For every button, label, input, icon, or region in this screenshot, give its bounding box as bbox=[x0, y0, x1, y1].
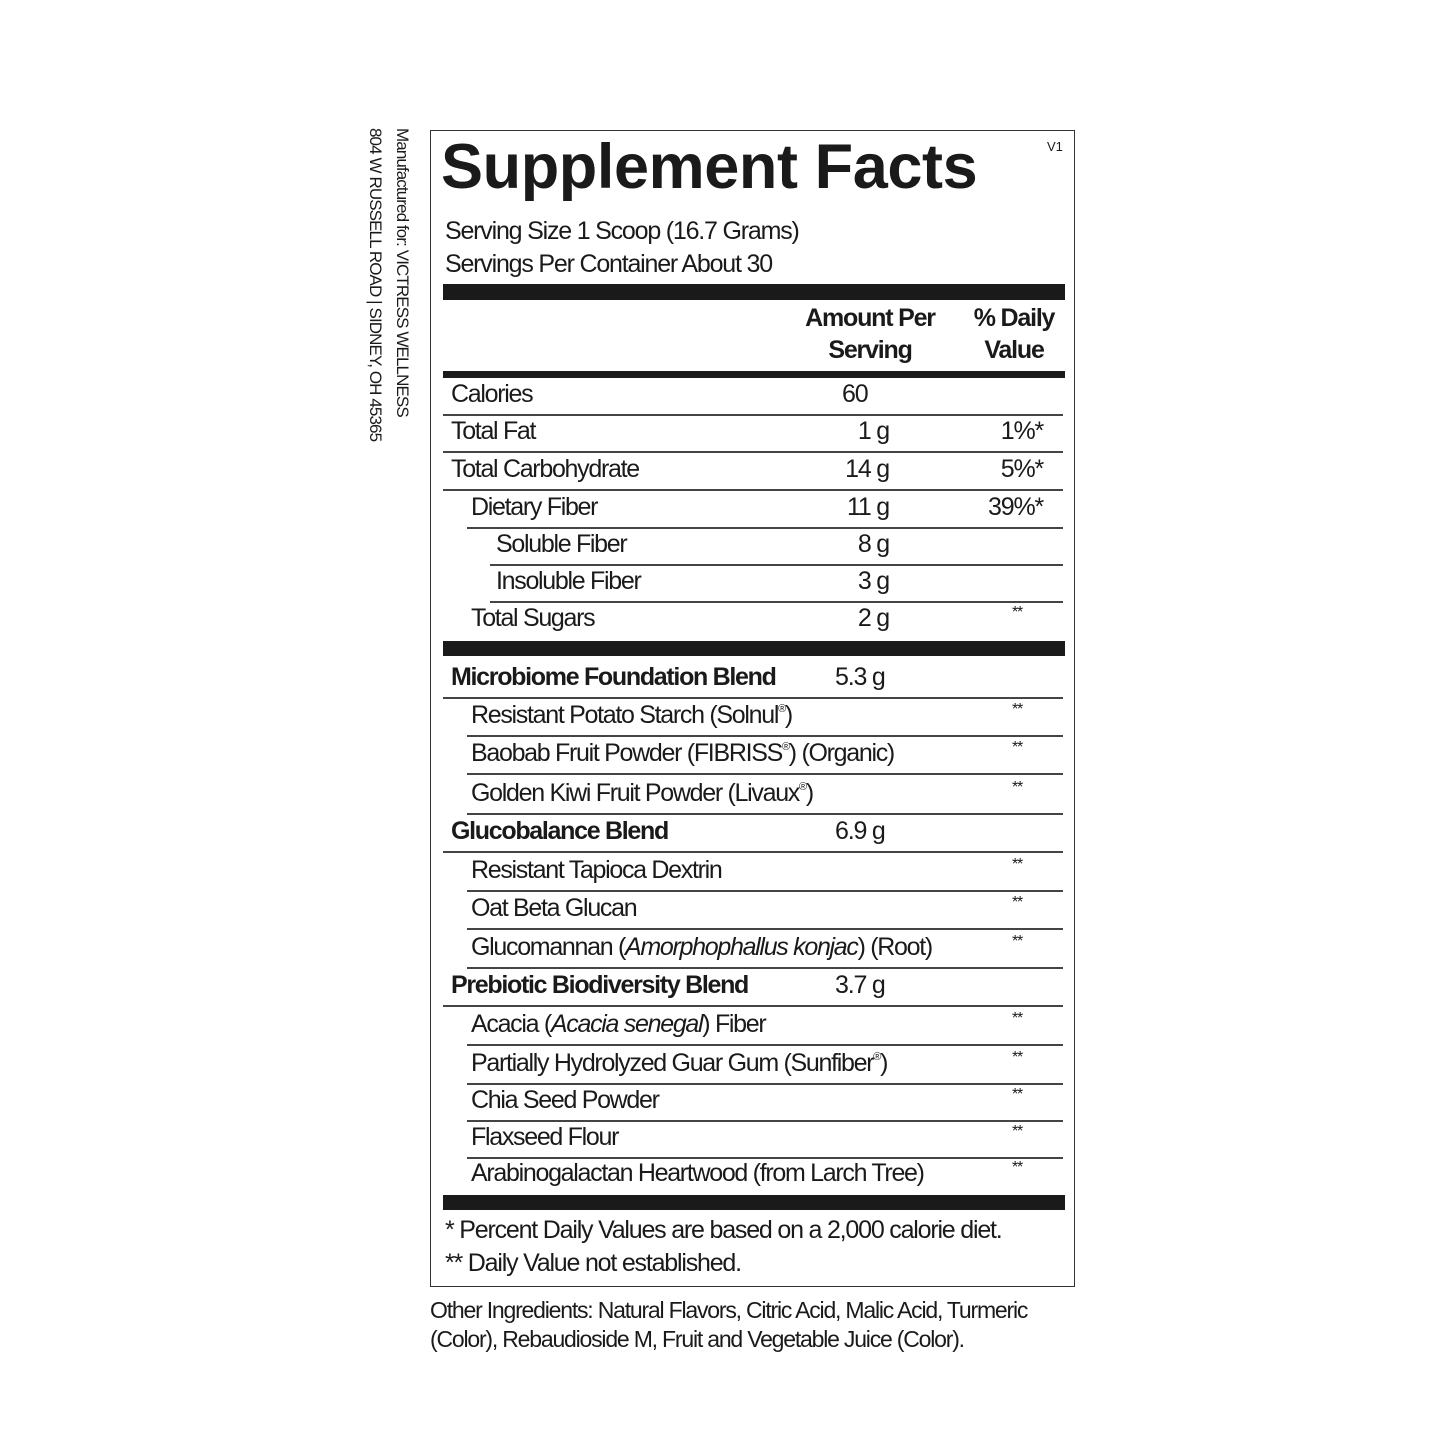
blend-row: Resistant Potato Starch (Solnul®) ** bbox=[467, 701, 1063, 737]
row-label: Partially Hydrolyzed Guar Gum (Sunfiber®… bbox=[471, 1049, 888, 1077]
row-label: Dietary Fiber bbox=[471, 493, 599, 521]
row-daily-value: ** bbox=[1011, 1123, 1023, 1140]
row-daily-value: ** bbox=[1011, 1086, 1023, 1103]
row-label: Microbiome Foundation Blend bbox=[451, 663, 777, 691]
dv-header-line: % Daily bbox=[973, 304, 1056, 332]
dv-header-line: Value bbox=[984, 336, 1045, 364]
row-label: Resistant Potato Starch (Solnul®) bbox=[471, 701, 793, 729]
thick-divider bbox=[443, 1195, 1065, 1210]
row-label: Total Fat bbox=[451, 417, 536, 445]
row-amount: 60 bbox=[842, 380, 869, 408]
row-daily-value: ** bbox=[1011, 1049, 1023, 1066]
thick-divider bbox=[443, 641, 1065, 656]
footnote-not-established: ** Daily Value not established. bbox=[445, 1249, 742, 1277]
servings-per-container: Servings Per Container About 30 bbox=[445, 250, 773, 278]
blend-row: Partially Hydrolyzed Guar Gum (Sunfiber®… bbox=[467, 1049, 1063, 1085]
serving-size: Serving Size 1 Scoop (16.7 Grams) bbox=[445, 217, 800, 245]
row-daily-value: ** bbox=[1011, 604, 1023, 621]
blend-row: Resistant Tapioca Dextrin ** bbox=[467, 856, 1063, 892]
row-amount: 1 g bbox=[857, 417, 890, 445]
row-label: Glucobalance Blend bbox=[451, 817, 669, 845]
row-daily-value: ** bbox=[1011, 856, 1023, 873]
row-daily-value: 1%* bbox=[1000, 417, 1044, 445]
row-daily-value: ** bbox=[1011, 894, 1023, 911]
address-line: 804 W RUSSELL ROAD | SIDNEY, OH 45365 bbox=[366, 128, 385, 442]
blend-row: Microbiome Foundation Blend 5.3 g bbox=[443, 663, 1063, 699]
amount-header: Amount Per Serving bbox=[790, 302, 950, 366]
manufacturer-line: Manufactured for: VICTRESS WELLNESS bbox=[393, 128, 412, 417]
row-label: Golden Kiwi Fruit Powder (Livaux®) bbox=[471, 779, 814, 807]
row-daily-value: 5%* bbox=[1000, 455, 1044, 483]
row-label: Arabinogalactan Heartwood (from Larch Tr… bbox=[471, 1159, 925, 1187]
row-amount: 3.7 g bbox=[835, 971, 886, 999]
daily-value-header: % Daily Value bbox=[955, 302, 1073, 366]
amount-header-line: Amount Per bbox=[805, 304, 936, 332]
row-daily-value: ** bbox=[1011, 1159, 1023, 1176]
nutrient-row: Total Carbohydrate 14 g 5%* bbox=[443, 455, 1063, 491]
row-amount: 2 g bbox=[857, 604, 890, 632]
row-label: Chia Seed Powder bbox=[471, 1086, 660, 1114]
row-daily-value: 39%* bbox=[988, 493, 1044, 521]
row-label: Prebiotic Biodiversity Blend bbox=[451, 971, 749, 999]
blend-row: Glucomannan (Amorphophallus konjac) (Roo… bbox=[467, 933, 1063, 969]
row-daily-value: ** bbox=[1011, 701, 1023, 718]
blend-row: Glucobalance Blend 6.9 g bbox=[443, 817, 1063, 853]
manufacturer-info: Manufactured for: VICTRESS WELLNESS 804 … bbox=[362, 128, 416, 441]
blend-row: Flaxseed Flour ** bbox=[467, 1123, 1063, 1159]
row-label: Calories bbox=[451, 380, 534, 408]
blend-row: Baobab Fruit Powder (FIBRISS®) (Organic)… bbox=[467, 739, 1063, 775]
row-amount: 14 g bbox=[845, 455, 890, 483]
row-label: Baobab Fruit Powder (FIBRISS®) (Organic) bbox=[471, 739, 895, 767]
row-label: Glucomannan (Amorphophallus konjac) (Roo… bbox=[471, 933, 933, 961]
row-label: Insoluble Fiber bbox=[496, 567, 642, 595]
row-daily-value: ** bbox=[1011, 779, 1023, 796]
blend-row: Acacia (Acacia senegal) Fiber ** bbox=[467, 1010, 1063, 1046]
row-label: Flaxseed Flour bbox=[471, 1123, 619, 1151]
row-label: Total Carbohydrate bbox=[451, 455, 640, 483]
nutrient-row: Soluble Fiber 8 g bbox=[490, 530, 1063, 566]
row-label: Oat Beta Glucan bbox=[471, 894, 638, 922]
row-amount: 11 g bbox=[846, 493, 890, 521]
thick-divider bbox=[443, 284, 1065, 300]
row-label: Acacia (Acacia senegal) Fiber bbox=[471, 1010, 767, 1038]
row-label: Total Sugars bbox=[471, 604, 596, 632]
blend-row: Oat Beta Glucan ** bbox=[467, 894, 1063, 930]
other-ingredients: Other Ingredients: Natural Flavors, Citr… bbox=[430, 1297, 1028, 1323]
nutrient-row: Insoluble Fiber 3 g bbox=[490, 567, 1063, 603]
nutrient-row: Dietary Fiber 11 g 39%* bbox=[467, 493, 1063, 529]
row-daily-value: ** bbox=[1011, 739, 1023, 756]
nutrient-row: Calories 60 bbox=[443, 380, 1063, 416]
blend-row: Prebiotic Biodiversity Blend 3.7 g bbox=[443, 971, 1063, 1007]
version-label: V1 bbox=[1047, 139, 1063, 154]
nutrient-row: Total Fat 1 g 1%* bbox=[443, 417, 1063, 453]
row-amount: 6.9 g bbox=[835, 817, 886, 845]
row-daily-value: ** bbox=[1011, 1010, 1023, 1027]
other-ingredients-cont: (Color), Rebaudioside M, Fruit and Veget… bbox=[430, 1326, 965, 1352]
medium-divider bbox=[443, 371, 1065, 378]
amount-header-line: Serving bbox=[828, 336, 913, 364]
row-amount: 3 g bbox=[857, 567, 890, 595]
panel-title: Supplement Facts bbox=[441, 132, 978, 202]
row-amount: 8 g bbox=[857, 530, 890, 558]
row-label: Resistant Tapioca Dextrin bbox=[471, 856, 723, 884]
footnote-dv: * Percent Daily Values are based on a 2,… bbox=[445, 1216, 1003, 1244]
row-label: Soluble Fiber bbox=[496, 530, 628, 558]
row-daily-value: ** bbox=[1011, 933, 1023, 950]
supplement-facts-panel bbox=[430, 130, 1075, 1287]
row-amount: 5.3 g bbox=[835, 663, 886, 691]
blend-row: Golden Kiwi Fruit Powder (Livaux®) ** bbox=[467, 779, 1063, 815]
blend-row: Chia Seed Powder ** bbox=[467, 1086, 1063, 1122]
